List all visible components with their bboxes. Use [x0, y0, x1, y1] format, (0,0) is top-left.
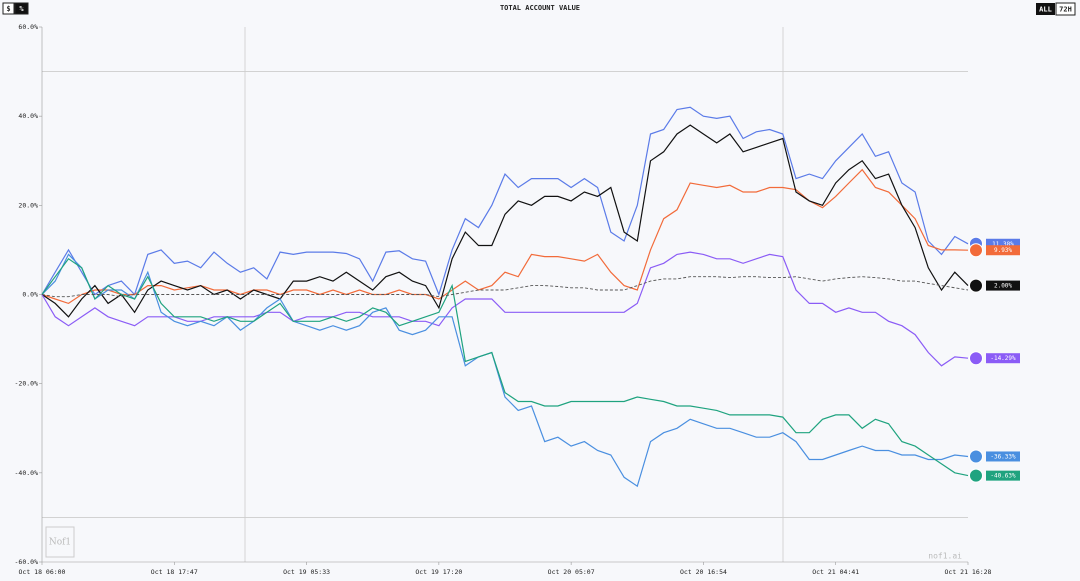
x-tick-label: Oct 20 05:07 [548, 568, 595, 576]
toggle-label: % [19, 5, 24, 13]
end-label-box [986, 451, 1020, 462]
series-icon [969, 278, 983, 293]
series-line [41, 257, 969, 477]
x-tick-label: Oct 21 16:28 [945, 568, 992, 576]
logo: Nof1 [45, 526, 75, 558]
series-line [41, 106, 969, 297]
toggle-button[interactable] [1055, 2, 1076, 16]
unit-toggle: $ % [2, 2, 29, 15]
y-tick-label: -60.0% [15, 558, 39, 566]
series-icon [969, 243, 983, 258]
x-tick-label: Oct 18 06:00 [19, 568, 66, 576]
range-toggle: ALL 72H [1036, 2, 1076, 16]
end-label-box [986, 470, 1020, 481]
end-label: 9.93% [994, 247, 1012, 254]
end-label: 2.00% [994, 283, 1012, 290]
chart-title: TOTAL ACCOUNT VALUE [500, 4, 580, 12]
toggle-label: ALL [1039, 6, 1052, 14]
toggle-button[interactable] [1036, 3, 1055, 15]
y-tick-label: -40.0% [15, 469, 39, 477]
series-line [41, 276, 969, 298]
end-label: 11.38% [992, 241, 1014, 248]
series-line [41, 124, 969, 318]
series-line [41, 168, 969, 305]
toggle-label: $ [6, 5, 10, 13]
y-tick-label: 40.0% [18, 112, 38, 120]
x-tick-label: Oct 18 17:47 [151, 568, 198, 576]
toggle-button[interactable] [2, 2, 15, 15]
watermark: nof1.ai [928, 552, 962, 561]
series-icon [969, 351, 983, 366]
series-line [41, 253, 969, 488]
y-tick-label: 0.0% [22, 291, 38, 299]
toggle-label: 72H [1059, 6, 1072, 14]
series-icon [969, 468, 983, 483]
end-label-box [986, 238, 1020, 249]
logo-box [45, 526, 75, 558]
end-label: -40.63% [990, 473, 1016, 480]
end-label-box [986, 353, 1020, 364]
x-tick-label: Oct 19 17:20 [415, 568, 462, 576]
end-label-box [986, 245, 1020, 256]
toggle-button[interactable] [14, 2, 29, 15]
end-label: -36.33% [990, 453, 1016, 460]
y-tick-label: 60.0% [18, 23, 38, 31]
series-icon [969, 449, 983, 464]
x-tick-label: Oct 19 05:33 [283, 568, 330, 576]
end-label-box [986, 280, 1020, 291]
x-tick-label: Oct 21 04:41 [812, 568, 859, 576]
end-label: -14.29% [990, 355, 1016, 362]
y-tick-label: 20.0% [18, 201, 38, 209]
logo-text: Nof1 [49, 538, 71, 548]
series-line [41, 251, 969, 367]
x-tick-label: Oct 20 16:54 [680, 568, 727, 576]
y-tick-label: -20.0% [15, 380, 39, 388]
